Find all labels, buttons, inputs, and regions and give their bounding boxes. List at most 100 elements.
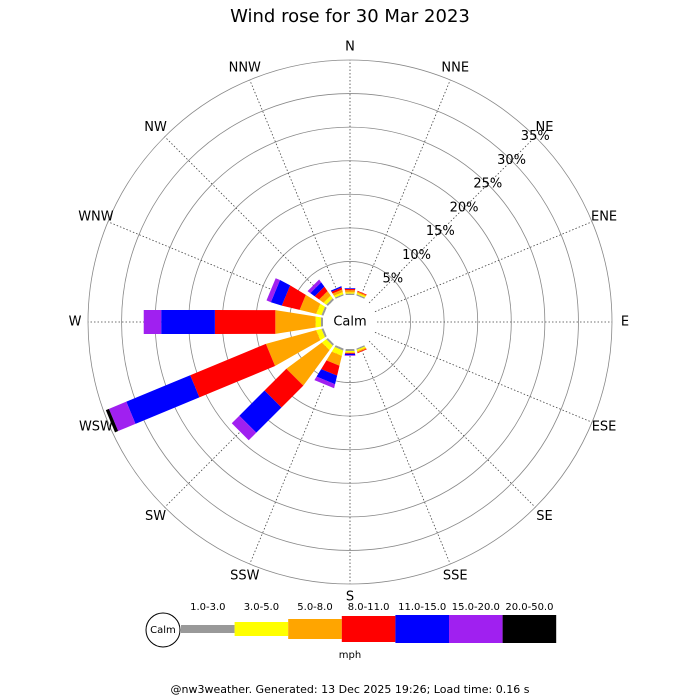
ring-label: 15% (426, 224, 455, 239)
direction-label: W (69, 315, 82, 330)
spoke (374, 331, 593, 423)
wind-segment (356, 346, 366, 352)
wind-segment (321, 306, 327, 316)
wind-segment (344, 355, 356, 356)
legend-swatch (288, 619, 342, 639)
units-label: mph (339, 650, 361, 661)
ring-label: 30% (497, 153, 526, 168)
wind-segment (264, 368, 304, 408)
wind-segment (331, 347, 344, 356)
spoke (359, 346, 451, 565)
wind-segment (330, 286, 342, 292)
wind-segment (356, 345, 365, 350)
wind-segment (357, 348, 367, 354)
spoke (368, 340, 536, 508)
direction-label: NNE (441, 60, 469, 75)
wind-segment (357, 291, 367, 297)
wind-segment (316, 328, 325, 341)
legend-label: 5.0-8.0 (297, 602, 332, 613)
direction-label: NE (535, 120, 553, 135)
wind-segment (344, 353, 356, 356)
direction-label: N (345, 40, 355, 55)
wind-segment (356, 292, 366, 298)
legend-swatch (234, 622, 289, 636)
legend-swatch (181, 625, 235, 633)
footer: @nw3weather. Generated: 13 Dec 2025 19:2… (171, 683, 530, 696)
wind-segment (326, 351, 342, 366)
wind-segment (345, 293, 355, 295)
spoke (374, 221, 593, 313)
direction-label: ESE (592, 420, 617, 435)
wind-segment (265, 330, 321, 367)
ring-label: 10% (402, 248, 431, 263)
legend-label: 8.0-11.0 (348, 602, 390, 613)
wind-segment (321, 360, 340, 376)
legend-label: 11.0-15.0 (398, 602, 446, 613)
direction-label: SSE (443, 569, 468, 584)
wind-segment (231, 415, 257, 441)
direction-label: SE (536, 509, 552, 524)
wind-segment (314, 286, 328, 300)
wind-segment (214, 310, 276, 334)
ring-label: 20% (450, 200, 479, 215)
ring-label: 35% (521, 129, 550, 144)
wind-segment (321, 339, 333, 351)
wind-segment (345, 352, 355, 354)
wind-segment (333, 292, 344, 298)
legend-swatch (449, 615, 503, 643)
legend-calm-circle (145, 612, 181, 648)
chart-title: Wind rose for 30 Mar 2023 (230, 6, 470, 27)
spoke (368, 136, 536, 304)
direction-label: WSW (79, 420, 113, 435)
wind-segment (299, 294, 321, 314)
wind-segment (357, 347, 367, 353)
wind-segment (143, 310, 162, 334)
legend-calm-label: Calm (150, 625, 176, 636)
wind-segment (344, 353, 356, 354)
wind-segment (316, 369, 338, 385)
wind-segment (356, 294, 365, 299)
wind-segment (270, 280, 291, 306)
ring-label: 5% (383, 272, 404, 287)
calm-label: Calm (333, 315, 366, 330)
direction-label: S (346, 590, 354, 605)
wind-segment (344, 288, 356, 291)
direction-label: ENE (591, 209, 617, 224)
wind-segment (286, 342, 330, 386)
wind-segment (320, 317, 323, 327)
wind-segment (275, 310, 316, 334)
wind-segment (161, 310, 215, 334)
spoke (249, 79, 341, 298)
spoke (164, 136, 332, 304)
wind-segment (190, 343, 276, 398)
wind-segment (266, 278, 281, 303)
wind-segment (326, 298, 334, 306)
direction-label: NNW (229, 60, 261, 75)
legend-swatch (341, 616, 396, 642)
wind-segment (239, 390, 282, 433)
legend-label: 3.0-5.0 (244, 602, 279, 613)
wind-segment (105, 408, 119, 433)
wind-segment (335, 294, 344, 299)
wind-segment (310, 282, 325, 297)
calm-circle (326, 298, 374, 346)
wind-segment (321, 328, 327, 338)
ring (121, 93, 579, 551)
legend-swatch (502, 615, 557, 643)
wind-segment (307, 279, 322, 294)
wind-segment (316, 303, 325, 316)
wind-segment (344, 290, 356, 293)
legend-label: 1.0-3.0 (190, 602, 225, 613)
direction-label: SW (145, 509, 166, 524)
wind-segment (334, 345, 344, 351)
wind-segment (315, 316, 321, 328)
wind-segment (331, 287, 343, 294)
wind-segment (323, 295, 333, 305)
wind-segment (345, 351, 355, 353)
wind-segment (357, 290, 367, 296)
wind-segment (281, 285, 306, 310)
direction-label: SSW (230, 569, 260, 584)
wind-segment (126, 375, 200, 424)
ring-label: 25% (473, 177, 502, 192)
